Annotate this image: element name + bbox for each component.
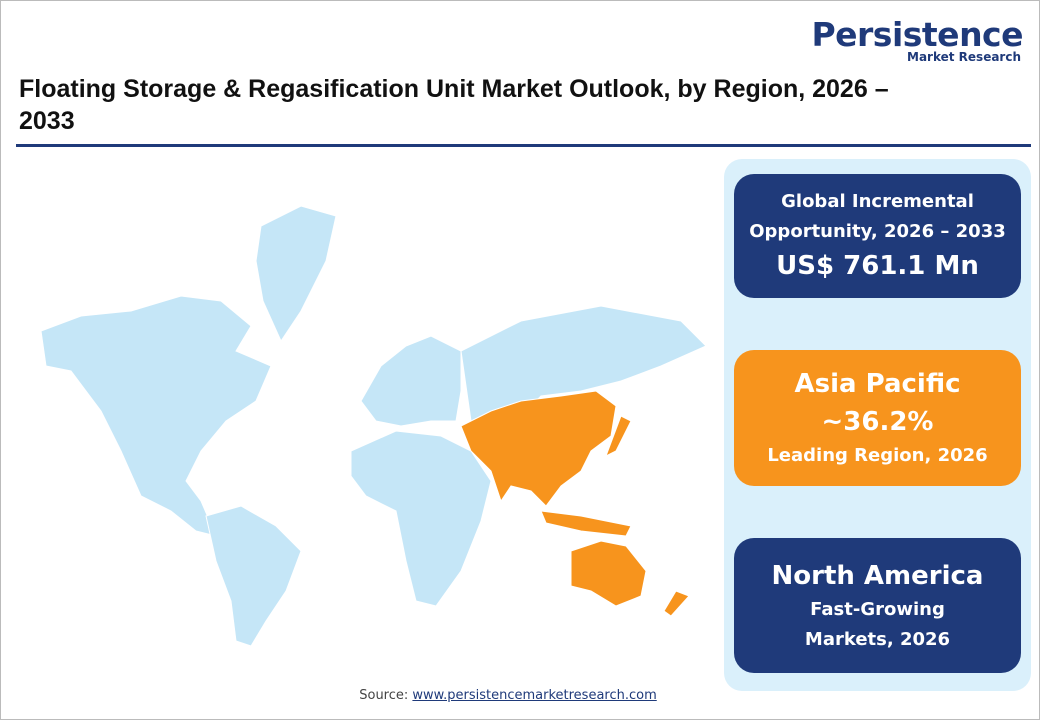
source: Source: www.persistencemarketresearch.co… [1,688,1015,703]
africa [350,430,492,607]
japan [605,415,632,458]
australia [570,540,647,607]
source-label: Source: [359,688,409,703]
fast-growing-card: North America Fast-Growing Markets, 2026 [734,538,1021,673]
card-value: US$ 761.1 Mn [776,251,979,281]
south-america [205,505,302,647]
asia-pacific [460,390,617,507]
opportunity-card: Global Incremental Opportunity, 2026 – 2… [734,174,1021,298]
card-note: Leading Region, 2026 [767,445,988,466]
card-label: Global Incremental Opportunity, 2026 – 2… [749,191,1006,242]
world-map [40,205,707,647]
title: Floating Storage & Regasification Unit M… [19,75,889,135]
source-link[interactable]: www.persistencemarketresearch.com [412,688,657,703]
card-label: North America [771,560,984,591]
new-zealand [663,590,690,617]
title-rule [16,144,1031,147]
greenland [255,205,337,343]
leading-region-card: Asia Pacific ~36.2% Leading Region, 2026 [734,350,1021,486]
europe [360,335,462,427]
logo-name: Persistence [811,15,1023,54]
card-label: Asia Pacific [794,369,961,399]
card-value: ~36.2% [821,407,934,437]
indonesia [540,510,632,537]
logo-tagline: Market Research [907,50,1021,64]
card-note: Fast-Growing Markets, 2026 [804,598,951,650]
north-america [40,295,272,537]
